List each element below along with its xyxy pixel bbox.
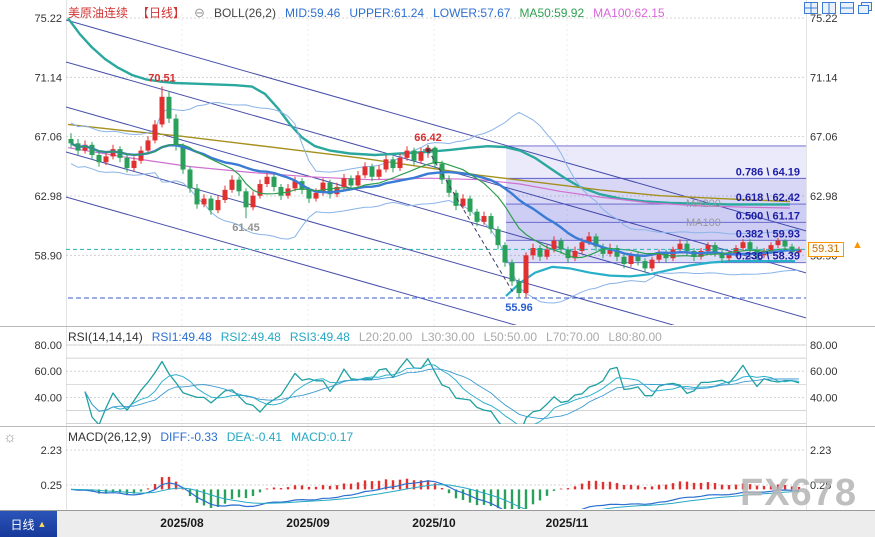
indicator-settings-icon[interactable]: ☼: [3, 429, 17, 446]
time-axis-bar: 日线 ▲ 2025/08 2025/09 2025/10 2025/11: [0, 510, 875, 537]
layout-vertical-icon[interactable]: [822, 2, 836, 14]
rsi-header: RSI(14,14,14) RSI1:49.48 RSI2:49.48 RSI3:4…: [68, 330, 662, 344]
indicator-value: UPPER:61.24: [349, 5, 425, 20]
ma100-line: [67, 147, 791, 209]
rsi-panel-separator: [0, 326, 875, 327]
tab-arrow-icon: ▲: [37, 519, 47, 529]
rsi-value: L70:70.00: [546, 330, 600, 344]
scroll-to-latest-icon[interactable]: ▲: [852, 239, 863, 251]
rsi-value: RSI3:49.48: [289, 330, 350, 344]
rsi-title[interactable]: RSI(14,14,14): [68, 330, 143, 344]
collapse-icon[interactable]: ⊖: [194, 4, 205, 20]
macd-value: DEA:-0.41: [226, 430, 283, 444]
svg-text:62.98: 62.98: [34, 191, 62, 203]
fib-level-label: 0.236 \ 58.39: [736, 251, 800, 263]
fib-level-label: 0.500 \ 61.17: [736, 210, 800, 222]
svg-text:75.22: 75.22: [810, 13, 838, 25]
svg-text:0.25: 0.25: [41, 480, 62, 492]
svg-text:80.00: 80.00: [810, 340, 838, 352]
rsi-value: L80:80.00: [608, 330, 662, 344]
boll-upper-line: [70, 101, 800, 235]
x-axis-month-label: 2025/09: [286, 516, 330, 530]
svg-text:62.98: 62.98: [810, 191, 838, 203]
macd-values: DIFF:-0.33 DEA:-0.41 MACD:0.17: [160, 430, 353, 444]
support-ma-line: [505, 260, 795, 297]
watermark: FX678: [740, 472, 857, 514]
rsi-value: L30:30.00: [421, 330, 475, 344]
rsi-value: L50:50.00: [483, 330, 538, 344]
svg-text:60.00: 60.00: [34, 366, 62, 378]
svg-text:67.06: 67.06: [34, 132, 62, 144]
indicator-values: MID:59.46 UPPER:61.24 LOWER:57.67 MA50:59.9…: [285, 6, 665, 20]
tab-daily[interactable]: 日线 ▲: [0, 511, 57, 537]
chart-header: 美原油连续 【日线】 ⊖ BOLL(26,2) MID:59.46 UPPER:6…: [68, 4, 665, 21]
svg-text:40.00: 40.00: [34, 392, 62, 404]
svg-text:2.23: 2.23: [41, 445, 62, 457]
ma-tag-label: MA100: [686, 217, 721, 229]
svg-text:58.90: 58.90: [34, 250, 62, 262]
main-chart-panel[interactable]: 70.51 66.42 61.45 55.96 0.786 \ 64.19 0.618 \…: [66, 17, 806, 408]
indicator-name[interactable]: BOLL(26,2): [213, 5, 276, 20]
plot-right-border: [806, 0, 807, 510]
layout-grid-icon[interactable]: [804, 2, 818, 14]
macd-value: DIFF:-0.33: [160, 430, 218, 444]
price-annotation: 66.42: [414, 132, 442, 144]
rsi-value: RSI2:49.48: [220, 330, 281, 344]
macd-header: MACD(26,12,9) DIFF:-0.33 DEA:-0.41 MACD:0.…: [68, 430, 353, 444]
indicator-value: MA50:59.92: [519, 5, 585, 20]
ma200-line: [67, 17, 790, 206]
svg-text:67.06: 67.06: [810, 132, 838, 144]
fib-level-label: 0.382 \ 59.93: [736, 228, 800, 240]
x-axis-month-label: 2025/10: [412, 516, 456, 530]
x-axis-month-label: 2025/11: [545, 516, 589, 530]
svg-text:75.22: 75.22: [34, 13, 62, 25]
svg-text:60.00: 60.00: [810, 366, 838, 378]
layout-cascade-icon[interactable]: [858, 2, 872, 14]
fib-level-label: 0.786 \ 64.19: [736, 166, 800, 178]
fib-level-label: 0.618 \ 62.42: [736, 192, 800, 204]
indicator-value: MA100:62.15: [593, 5, 665, 20]
macd-indicator-panel[interactable]: [70, 476, 801, 521]
svg-text:40.00: 40.00: [810, 392, 838, 404]
svg-text:71.14: 71.14: [34, 72, 62, 84]
indicator-value: MID:59.46: [284, 5, 341, 20]
boll-mid-line: [70, 142, 800, 258]
window-controls: [804, 2, 872, 14]
svg-text:71.14: 71.14: [810, 72, 838, 84]
macd-panel-separator: [0, 426, 875, 427]
price-annotation: 70.51: [148, 72, 176, 84]
layout-horizontal-icon[interactable]: [840, 2, 854, 14]
ma-tag-label: MA200: [686, 198, 721, 210]
macd-value: MACD:0.17: [291, 430, 354, 444]
macd-title[interactable]: MACD(26,12,9): [68, 430, 152, 444]
svg-text:2.23: 2.23: [810, 445, 831, 457]
rsi-value: L20:20.00: [358, 330, 413, 344]
period-tag[interactable]: 【日线】: [137, 6, 186, 20]
tab-daily-label: 日线: [10, 517, 35, 532]
x-axis-month-label: 2025/08: [160, 516, 204, 530]
rsi-values: RSI1:49.48 RSI2:49.48 RSI3:49.48 L20:20.00 L…: [152, 330, 662, 344]
boll-lower-line: [70, 163, 800, 304]
symbol-name[interactable]: 美原油连续: [68, 6, 129, 20]
price-annotation: 55.96: [505, 302, 533, 314]
svg-text:0.25: 0.25: [810, 480, 831, 492]
current-price-badge: 59.31: [808, 242, 844, 257]
rsi-value: RSI1:49.48: [151, 330, 212, 344]
svg-text:80.00: 80.00: [34, 340, 62, 352]
price-annotation: 61.45: [232, 222, 260, 234]
rsi-indicator-panel[interactable]: [84, 358, 800, 437]
indicator-value: LOWER:57.67: [433, 5, 511, 20]
